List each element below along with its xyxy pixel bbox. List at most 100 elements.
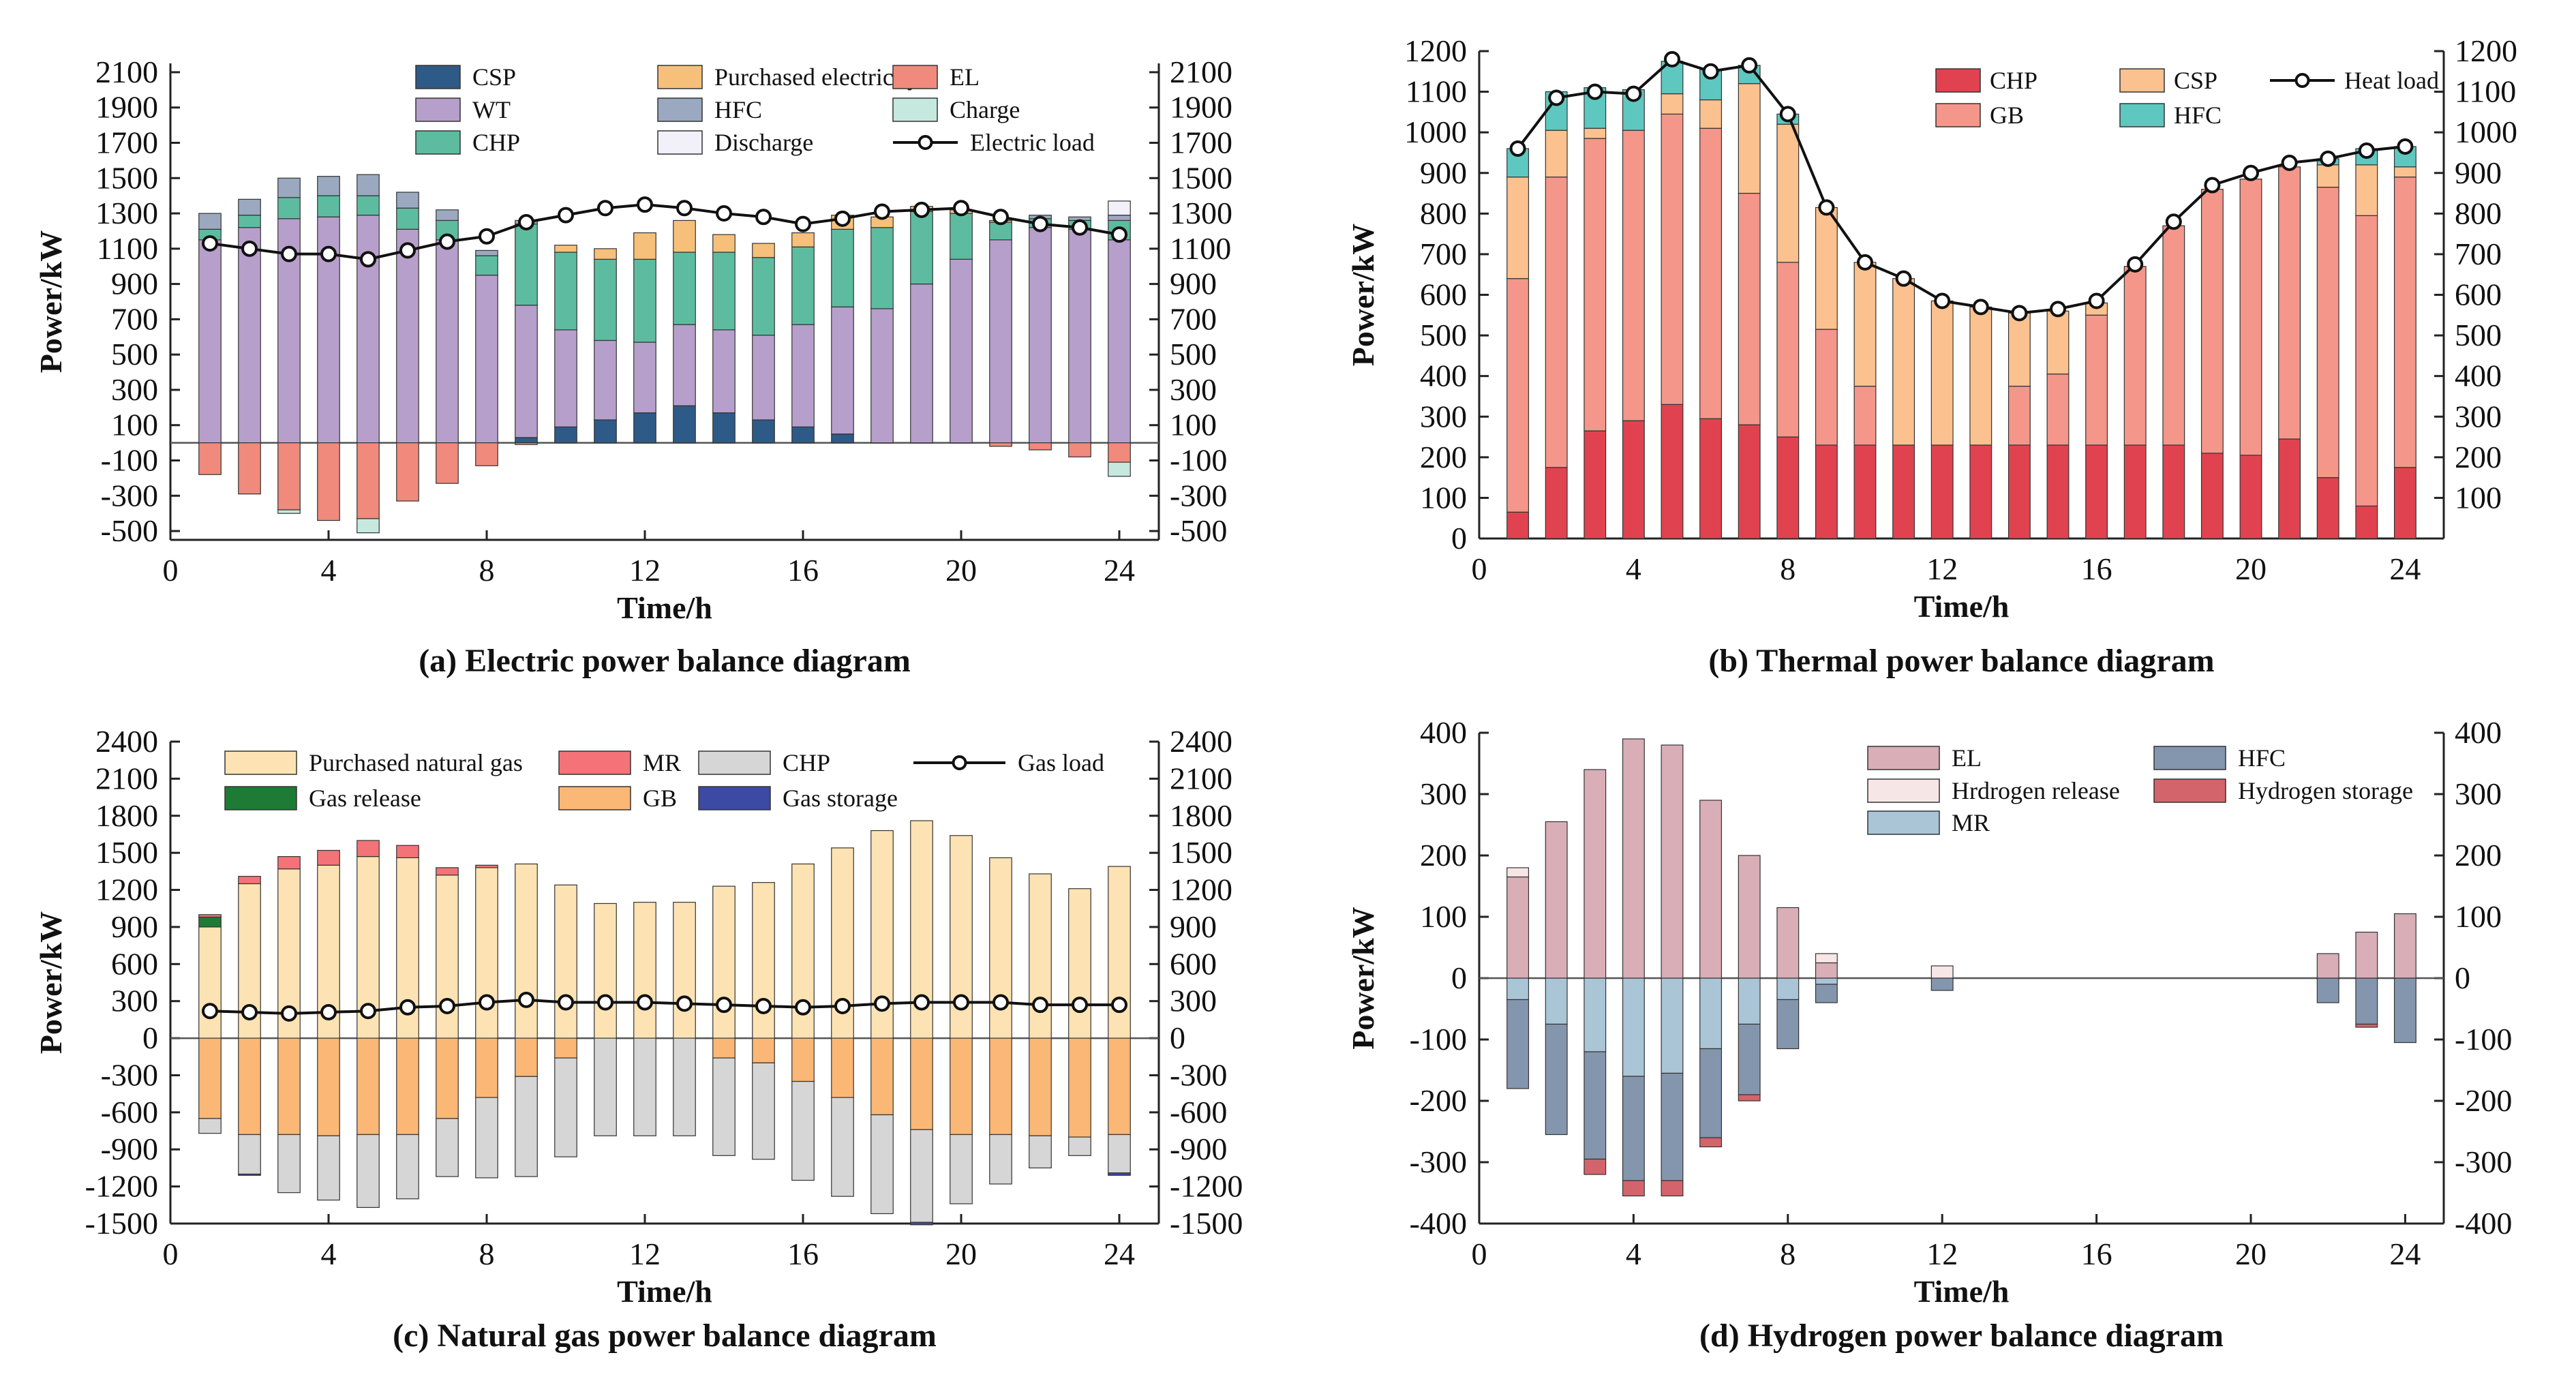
bar-chp xyxy=(870,227,894,309)
y-tick-label-left: 300 xyxy=(1420,399,1467,434)
bar-mr xyxy=(1545,977,1568,1025)
load-point xyxy=(2127,256,2144,273)
legend-swatch xyxy=(892,65,938,89)
bar-el xyxy=(198,442,222,475)
bar-gb xyxy=(989,1037,1012,1136)
legend-swatch xyxy=(415,130,461,155)
bar-purchased-natural-gas xyxy=(633,902,656,1039)
bar-wt xyxy=(752,335,775,421)
bar-chp xyxy=(1584,430,1607,539)
bar-wt xyxy=(436,239,459,444)
bar-el xyxy=(475,442,498,466)
load-point xyxy=(834,210,851,227)
bar-hfc xyxy=(2316,977,2339,1003)
y-tick-label-left: 0 xyxy=(1451,960,1467,995)
bar-chp xyxy=(1815,444,1838,539)
bar-gb xyxy=(712,1037,736,1059)
bar-wt xyxy=(791,324,815,427)
bar-purchased-natural-gas xyxy=(752,882,775,1039)
bar-hydrogen-storage xyxy=(1738,1094,1761,1102)
load-point xyxy=(2281,154,2298,171)
load-point xyxy=(795,999,811,1016)
y-tick-label-left: 600 xyxy=(111,946,158,981)
x-tick-label: 16 xyxy=(2081,551,2112,586)
legend-label: Electric load xyxy=(970,129,1095,156)
bar-csp xyxy=(1892,278,1915,446)
bar-purchased-natural-gas xyxy=(1068,888,1091,1039)
legend-swatch xyxy=(1867,746,1940,770)
y-tick-label-right: 700 xyxy=(2455,237,2502,271)
legend-label: HFC xyxy=(714,96,762,123)
legend-label: Charge xyxy=(950,96,1020,123)
bar-chp xyxy=(357,1134,380,1209)
bar-el xyxy=(1661,744,1684,979)
load-point xyxy=(518,214,534,230)
y-tick-label-left: 1700 xyxy=(95,125,158,160)
x-tick-label: 20 xyxy=(2235,551,2267,586)
bar-purchased-natural-gas xyxy=(673,902,696,1039)
bar-chp xyxy=(2046,444,2070,539)
bar-chp xyxy=(989,222,1012,241)
legend-point-key xyxy=(918,135,933,150)
bar-wt xyxy=(554,329,577,427)
bar-chp xyxy=(475,255,498,276)
y-tick-label-right: 600 xyxy=(1170,946,1217,981)
bar-chp xyxy=(1506,511,1530,539)
bar-hfc xyxy=(1622,1076,1645,1181)
y-tick-label-right: 600 xyxy=(2455,277,2502,312)
bar-chp xyxy=(712,252,736,331)
bar-wt xyxy=(396,228,419,444)
bar-purchased-electricity xyxy=(791,232,815,247)
bar-wt xyxy=(515,305,538,438)
load-point xyxy=(992,994,1009,1011)
legend-swatch xyxy=(2119,68,2165,93)
bar-el xyxy=(396,442,419,502)
y-tick-label-right: 0 xyxy=(2455,960,2470,995)
legend-swatch xyxy=(415,65,461,89)
y-tick-label-right: 300 xyxy=(2455,399,2502,434)
y-tick-label-left: 0 xyxy=(1451,521,1467,556)
bar-gb xyxy=(436,1037,459,1119)
x-axis-title: Time/h xyxy=(1914,1274,2010,1309)
y-tick-label-right: 1100 xyxy=(2455,74,2516,109)
bar-csp xyxy=(791,426,815,444)
bar-csp xyxy=(2355,164,2378,216)
bar-gb xyxy=(2278,166,2301,440)
x-tick-label: 0 xyxy=(163,553,179,588)
legend-swatch xyxy=(224,786,297,810)
bar-gb xyxy=(791,1037,815,1082)
bar-hfc xyxy=(1776,999,1800,1050)
load-point xyxy=(637,196,653,213)
bar-hfc xyxy=(396,192,419,209)
bar-csp xyxy=(1545,130,1568,178)
legend-swatch xyxy=(1867,778,1940,803)
bar-el xyxy=(1029,442,1052,451)
bar-hfc xyxy=(475,249,498,256)
bar-wt xyxy=(357,215,380,444)
x-tick-label: 8 xyxy=(479,1236,495,1271)
bar-el xyxy=(2393,913,2416,979)
bar-el xyxy=(238,442,261,495)
load-point xyxy=(795,215,811,232)
legend-label: HFC xyxy=(2238,744,2286,772)
load-point xyxy=(518,991,534,1008)
load-point xyxy=(874,995,890,1012)
load-point xyxy=(1818,199,1835,216)
bar-chp xyxy=(238,1134,261,1175)
y-tick-label-left: -600 xyxy=(101,1095,158,1129)
bar-chp xyxy=(1853,444,1877,539)
y-tick-label-left: 200 xyxy=(1420,440,1467,474)
bar-chp xyxy=(2007,444,2031,539)
bar-gb xyxy=(2393,177,2416,468)
legend-swatch xyxy=(558,750,631,775)
bar-csp xyxy=(2007,312,2031,387)
y-tick-label-right: -100 xyxy=(1170,443,1227,478)
y-tick-label-left: 1100 xyxy=(97,231,158,266)
bar-el xyxy=(2355,931,2378,979)
bar-chp xyxy=(712,1057,736,1156)
y-tick-label-right: 100 xyxy=(1170,408,1217,442)
load-point xyxy=(202,1003,218,1020)
bar-chp xyxy=(2278,438,2301,539)
y-tick-label-left: -300 xyxy=(1410,1144,1467,1179)
x-tick-label: 12 xyxy=(629,553,661,588)
